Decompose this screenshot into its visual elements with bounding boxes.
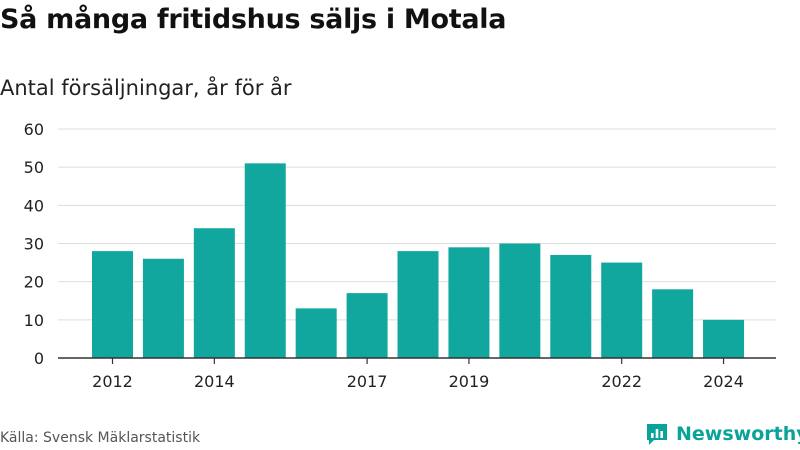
newsworthy-logo: Newsworthy	[644, 421, 800, 447]
bars	[92, 163, 745, 358]
y-axis-tick-labels: 0 10 20 30 40 50 60	[24, 120, 44, 368]
x-tick-label: 2019	[449, 372, 490, 391]
bar-2012	[92, 251, 133, 358]
newsworthy-logo-icon	[647, 424, 667, 445]
bar-2017	[346, 293, 388, 358]
y-tick-label: 20	[24, 273, 44, 292]
y-tick-label: 30	[24, 235, 44, 254]
chart-subtitle: Antal försäljningar, år för år	[0, 76, 292, 100]
y-tick-label: 60	[24, 120, 44, 139]
bar-2022	[601, 262, 643, 358]
x-tick-label: 2024	[703, 372, 744, 391]
source-note: Källa: Svensk Mäklarstatistik	[0, 430, 201, 446]
bar-2014	[193, 228, 235, 358]
x-axis-tick-labels: 2012 2014 2017 2019 2022 2024	[92, 372, 744, 391]
x-tick-label: 2017	[347, 372, 388, 391]
bar-2021	[550, 254, 592, 358]
chart-title: Så många fritidshus säljs i Motala	[0, 4, 507, 35]
bar-2024	[703, 319, 745, 358]
y-tick-label: 50	[24, 158, 44, 177]
bar-2020	[499, 243, 541, 358]
x-tick-label: 2014	[194, 372, 235, 391]
y-tick-label: 40	[24, 196, 44, 215]
bar-2018	[397, 251, 439, 358]
y-tick-label: 0	[34, 349, 44, 368]
y-tick-label: 10	[24, 311, 44, 330]
brand-name: Newsworthy	[676, 423, 800, 445]
bar-2015	[244, 163, 286, 358]
bar-2019	[448, 247, 490, 358]
bar-2023	[652, 289, 694, 358]
bar-chart: 0 10 20 30 40 50 60 2012 2014 2017 2019 2022 2024	[24, 120, 776, 391]
x-tick-label: 2022	[601, 372, 642, 391]
x-axis	[58, 357, 776, 364]
x-tick-label: 2012	[92, 372, 133, 391]
bar-2016	[295, 308, 337, 358]
bar-2013	[142, 258, 184, 358]
